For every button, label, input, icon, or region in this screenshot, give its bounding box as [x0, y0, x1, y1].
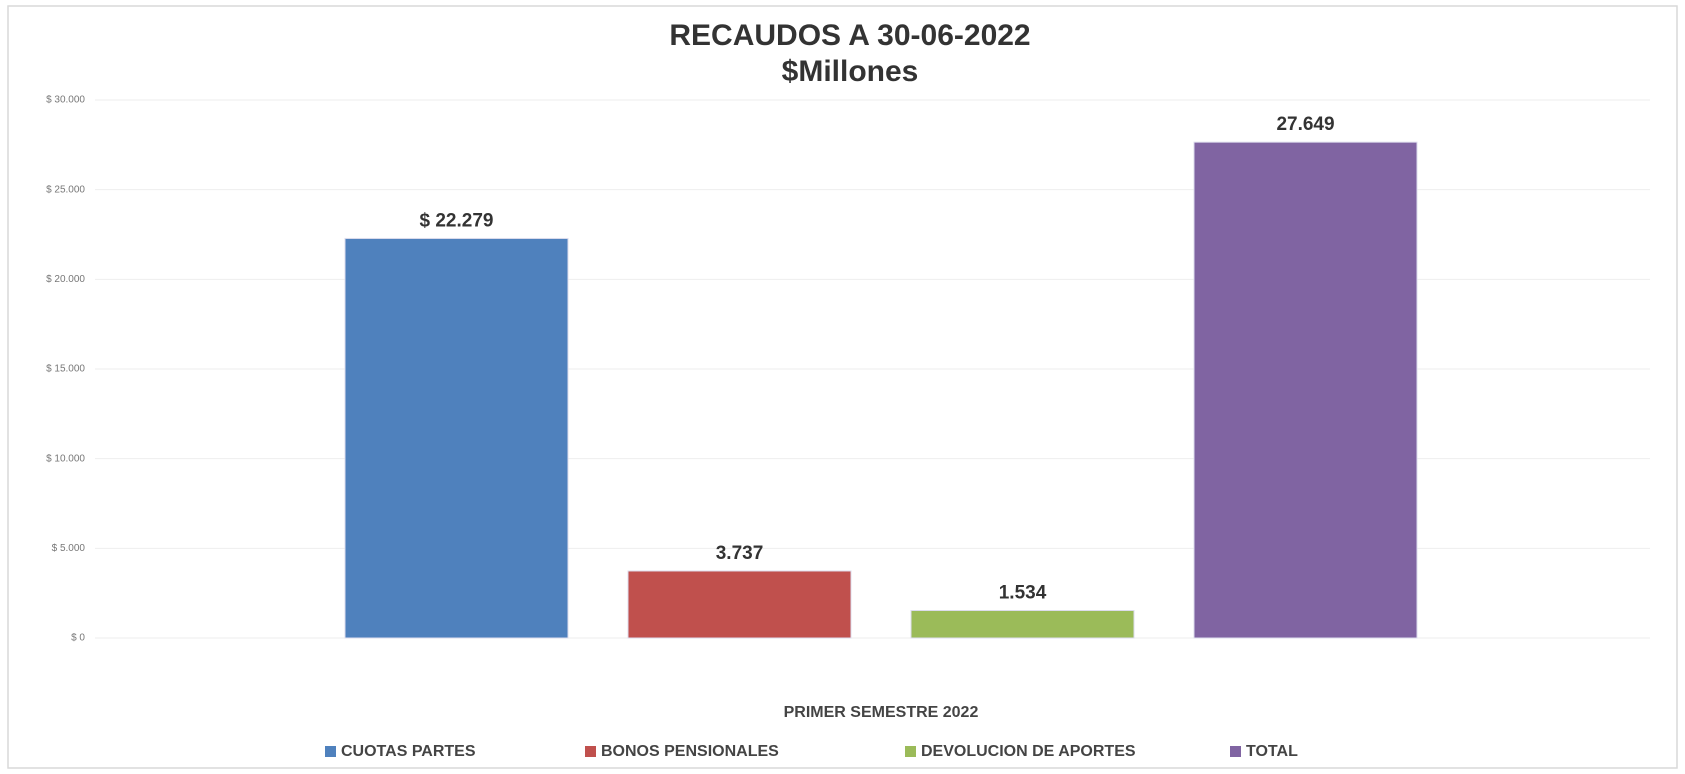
y-tick-label: $ 15.000 [46, 364, 85, 375]
chart-frame [7, 5, 1678, 769]
legend-swatch [585, 746, 596, 757]
bar [1193, 141, 1418, 639]
y-tick-label: $ 5.000 [52, 543, 86, 554]
legend-label: CUOTAS PARTES [341, 743, 476, 760]
x-tick-label: PRIMER SEMESTRE 2022 [784, 704, 979, 721]
value-label: 1.534 [999, 583, 1047, 604]
legend-swatch [905, 746, 916, 757]
bar [910, 609, 1135, 639]
legend-swatch [325, 746, 336, 757]
value-label: $ 22.279 [420, 210, 494, 231]
legend-label: DEVOLUCION DE APORTES [921, 743, 1136, 760]
legend-label: BONOS PENSIONALES [601, 743, 779, 760]
value-label: 27.649 [1276, 114, 1334, 135]
value-label: 3.737 [716, 543, 764, 564]
y-tick-label: $ 0 [71, 633, 85, 644]
y-tick-label: $ 25.000 [46, 184, 85, 195]
y-tick-label: $ 20.000 [46, 274, 85, 285]
chart-title: RECAUDOS A 30-06-2022 [669, 19, 1030, 52]
legend-label: TOTAL [1246, 743, 1298, 760]
chart-subtitle: $Millones [782, 55, 919, 88]
legend-swatch [1230, 746, 1241, 757]
bar [344, 237, 569, 639]
bar [627, 570, 852, 639]
y-tick-label: $ 10.000 [46, 453, 85, 464]
y-tick-label: $ 30.000 [46, 95, 85, 106]
